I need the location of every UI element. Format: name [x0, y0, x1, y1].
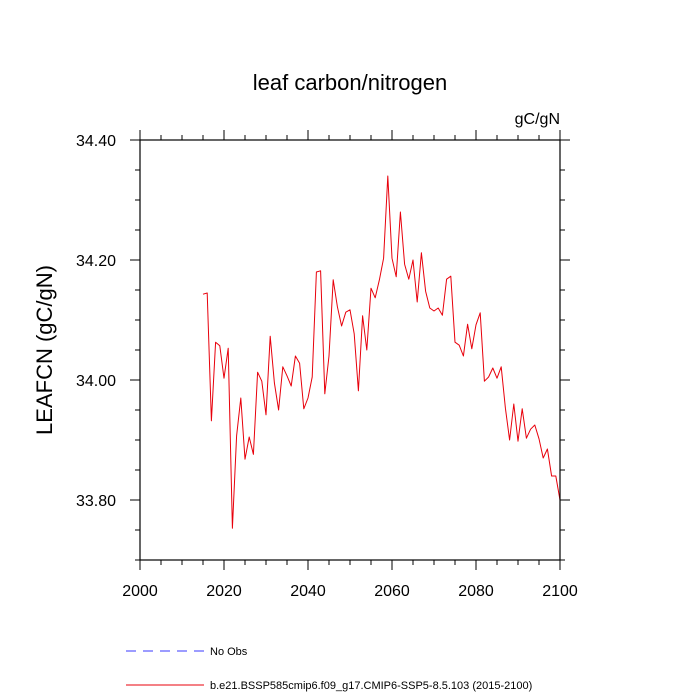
x-tick-label: 2060 — [374, 583, 410, 600]
y-axis: 33.80 34.00 34.20 34.40 — [76, 133, 570, 561]
chart-title: leaf carbon/nitrogen — [253, 70, 447, 95]
chart-units: gC/gN — [515, 111, 560, 128]
y-axis-label: LEAFCN (gC/gN) — [32, 265, 57, 435]
x-axis: 2000 2020 2040 2060 2080 2100 — [122, 130, 578, 600]
legend-obs-label: No Obs — [210, 646, 248, 658]
x-tick-label: 2080 — [458, 583, 494, 600]
plot-frame — [139, 139, 561, 561]
y-tick-label: 34.00 — [76, 373, 116, 390]
legend: No Obs b.e21.BSSP585cmip6.f09_g17.CMIP6-… — [126, 646, 532, 692]
x-tick-label: 2000 — [122, 583, 158, 600]
series-layer — [202, 175, 561, 529]
y-tick-label: 34.20 — [76, 253, 116, 270]
legend-model-label: b.e21.BSSP585cmip6.f09_g17.CMIP6-SSP5-8.… — [210, 680, 532, 692]
y-tick-label: 33.80 — [76, 493, 116, 510]
x-tick-label: 2100 — [542, 583, 578, 600]
y-tick-label: 34.40 — [76, 133, 116, 150]
series-line-model — [202, 175, 561, 529]
x-tick-label: 2020 — [206, 583, 242, 600]
x-tick-label: 2040 — [290, 583, 326, 600]
